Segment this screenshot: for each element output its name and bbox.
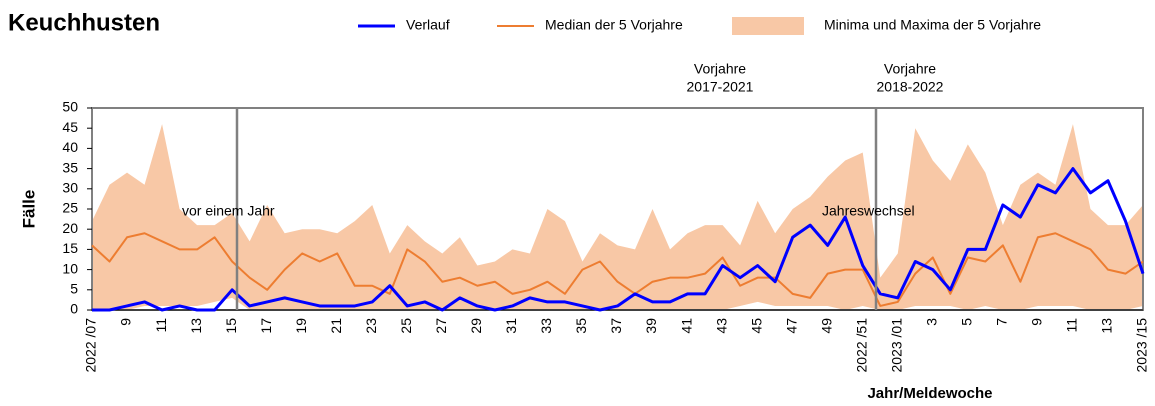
x-tick-label: 25	[398, 318, 414, 334]
y-tick-label: 35	[62, 159, 78, 175]
x-tick-label: 33	[538, 318, 554, 334]
x-tick-label: 29	[468, 318, 484, 334]
y-tick-label: 20	[62, 220, 78, 236]
x-tick-label: 35	[573, 318, 589, 334]
x-tick-label: 17	[258, 318, 274, 334]
annotation: vor einem Jahr	[182, 203, 275, 219]
x-tick-label: 13	[188, 318, 204, 334]
x-tick-label: 49	[818, 318, 834, 334]
x-tick-label: 37	[608, 318, 624, 334]
y-tick-label: 15	[62, 240, 78, 256]
y-tick-label: 5	[70, 281, 78, 297]
x-tick-label: 9	[118, 318, 134, 326]
y-tick-label: 10	[62, 260, 78, 276]
x-tick-label: 2023 /15	[1134, 318, 1150, 373]
x-tick-label: 3	[924, 318, 940, 326]
x-tick-label: 15	[223, 318, 239, 334]
x-tick-label: 9	[1029, 318, 1045, 326]
x-tick-label: 27	[433, 318, 449, 334]
chart-title: Keuchhusten	[8, 9, 160, 36]
annotation: 2017-2021	[687, 79, 754, 95]
x-tick-label: 47	[783, 318, 799, 334]
y-tick-label: 45	[62, 119, 78, 135]
x-tick-label: 43	[713, 318, 729, 334]
data-line	[92, 167, 1145, 312]
x-tick-label: 31	[503, 318, 519, 334]
y-tick-label: 40	[62, 139, 78, 155]
x-tick-label: 7	[994, 318, 1010, 326]
y-tick-label: 30	[62, 180, 78, 196]
legend-label: Minima und Maxima der 5 Vorjahre	[824, 17, 1041, 33]
x-tick-label: 2022 /51	[853, 318, 869, 373]
x-tick-label: 21	[328, 318, 344, 334]
x-tick-label: 39	[643, 318, 659, 334]
x-tick-label: 41	[678, 318, 694, 334]
y-tick-label: 25	[62, 200, 78, 216]
x-tick-label: 2022 /07	[83, 318, 99, 373]
legend-swatch	[732, 17, 804, 35]
x-tick-label: 2023 /01	[888, 318, 904, 373]
annotation: Vorjahre	[694, 61, 746, 77]
y-tick-label: 50	[62, 99, 78, 115]
x-tick-label: 13	[1099, 318, 1115, 334]
x-tick-label: 45	[748, 318, 764, 334]
legend-label: Median der 5 Vorjahre	[545, 17, 683, 33]
annotation: 2018-2022	[877, 79, 944, 95]
legend: Verlauf Median der 5 Vorjahre Minima und M…	[358, 17, 1041, 35]
legend-label: Verlauf	[406, 17, 450, 33]
x-axis-label: Jahr/Meldewoche	[867, 385, 992, 402]
x-tick-label: 19	[293, 318, 309, 334]
x-tick-label: 23	[363, 318, 379, 334]
data-line	[91, 232, 1144, 307]
annotation: Jahreswechsel	[822, 203, 915, 219]
x-tick-label: 11	[1064, 318, 1080, 333]
x-tick-label: 5	[959, 318, 975, 326]
x-tick-label: 11	[153, 318, 169, 333]
y-axis-label: Fälle	[19, 190, 38, 229]
y-tick-label: 0	[70, 301, 78, 317]
annotation: Vorjahre	[884, 61, 936, 77]
band-area	[92, 124, 1143, 310]
